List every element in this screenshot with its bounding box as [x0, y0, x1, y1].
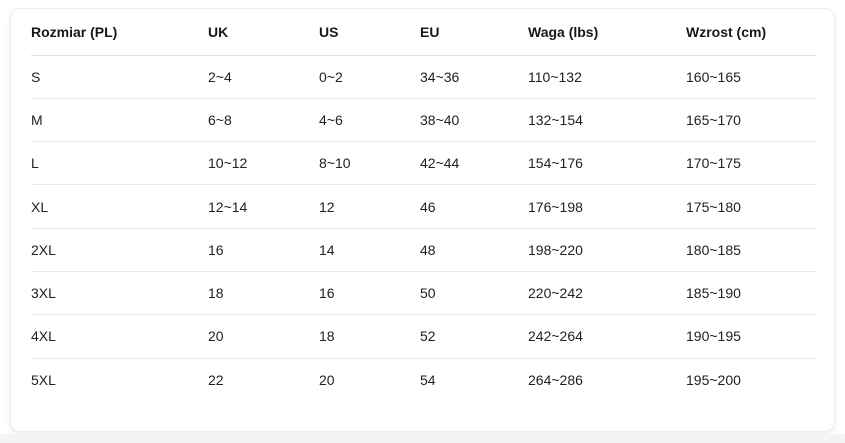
cell-waga-lbs: 176~198: [528, 184, 686, 229]
cell-us: 8~10: [319, 141, 420, 186]
size-chart-card: Rozmiar (PL) UK US EU Waga (lbs) Wzrost (cm) …: [10, 8, 835, 432]
page-footer-strip: [0, 434, 845, 443]
cell-waga-lbs: 242~264: [528, 314, 686, 359]
cell-uk: 16: [208, 228, 319, 272]
cell-us: 14: [319, 228, 420, 272]
cell-rozmiar-pl: L: [31, 141, 208, 186]
cell-us: 20: [319, 371, 335, 388]
cell-us: 16: [319, 271, 420, 316]
cell-wzrost-cm: 160~165: [686, 55, 816, 99]
table-row: L 10~12 8~10 42~44 154~176 170~175: [31, 141, 816, 186]
cell-wzrost-cm: 165~170: [686, 98, 816, 143]
cell-rozmiar-pl: 3XL: [31, 271, 208, 316]
cell-rozmiar-pl: 4XL: [31, 314, 208, 359]
cell-uk: 18: [208, 271, 319, 316]
cell-waga-lbs: 198~220: [528, 228, 686, 272]
table-row: 5XL 22 20 54 264~286 195~200: [31, 358, 816, 401]
column-header-eu: EU: [420, 9, 528, 56]
cell-wzrost-cm: 195~200: [686, 371, 741, 388]
cell-waga-lbs: 264~286: [528, 371, 583, 388]
cell-wzrost-cm: 180~185: [686, 228, 816, 272]
cell-us: 0~2: [319, 55, 420, 99]
column-header-waga-lbs: Waga (lbs): [528, 9, 686, 56]
size-chart-table-body: S 2~4 0~2 34~36 110~132 160~165 M 6~8 4~6 38~40 13…: [31, 55, 816, 401]
table-row: XL 12~14 12 46 176~198 175~180: [31, 184, 816, 229]
cell-us: 12: [319, 184, 420, 229]
cell-uk: 6~8: [208, 98, 319, 143]
cell-us: 4~6: [319, 98, 420, 143]
cell-wzrost-cm: 175~180: [686, 184, 816, 229]
cell-eu: 34~36: [420, 55, 528, 99]
cell-rozmiar-pl: XL: [31, 184, 208, 229]
cell-wzrost-cm: 185~190: [686, 271, 816, 316]
cell-uk: 10~12: [208, 141, 319, 186]
header-row: Rozmiar (PL) UK US EU Waga (lbs) Wzrost (cm): [31, 9, 816, 56]
column-header-uk: UK: [208, 9, 319, 56]
cell-rozmiar-pl: 2XL: [31, 228, 208, 272]
cell-waga-lbs: 132~154: [528, 98, 686, 143]
size-chart-table: Rozmiar (PL) UK US EU Waga (lbs) Wzrost (cm) …: [31, 9, 816, 401]
table-row: S 2~4 0~2 34~36 110~132 160~165: [31, 55, 816, 99]
cell-uk: 2~4: [208, 55, 319, 99]
cell-rozmiar-pl: 5XL: [31, 371, 56, 388]
cell-wzrost-cm: 190~195: [686, 314, 816, 359]
cell-waga-lbs: 110~132: [528, 55, 686, 99]
column-header-rozmiar-pl: Rozmiar (PL): [31, 9, 208, 56]
cell-uk: 20: [208, 314, 319, 359]
table-row: M 6~8 4~6 38~40 132~154 165~170: [31, 98, 816, 143]
cell-eu: 38~40: [420, 98, 528, 143]
size-chart-table-header: Rozmiar (PL) UK US EU Waga (lbs) Wzrost (cm): [31, 9, 816, 56]
column-header-wzrost-cm: Wzrost (cm): [686, 9, 816, 56]
cell-eu: 54: [420, 371, 436, 388]
cell-uk: 22: [208, 371, 224, 388]
cell-rozmiar-pl: S: [31, 55, 208, 99]
table-row: 2XL 16 14 48 198~220 180~185: [31, 228, 816, 272]
cell-waga-lbs: 220~242: [528, 271, 686, 316]
cell-eu: 52: [420, 314, 528, 359]
cell-eu: 48: [420, 228, 528, 272]
table-row: 4XL 20 18 52 242~264 190~195: [31, 314, 816, 359]
cell-uk: 12~14: [208, 184, 319, 229]
cell-eu: 42~44: [420, 141, 528, 186]
cell-us: 18: [319, 314, 420, 359]
cell-rozmiar-pl: M: [31, 98, 208, 143]
cell-eu: 50: [420, 271, 528, 316]
cell-wzrost-cm: 170~175: [686, 141, 816, 186]
cell-waga-lbs: 154~176: [528, 141, 686, 186]
cell-eu: 46: [420, 184, 528, 229]
table-row: 3XL 18 16 50 220~242 185~190: [31, 271, 816, 316]
column-header-us: US: [319, 9, 420, 56]
